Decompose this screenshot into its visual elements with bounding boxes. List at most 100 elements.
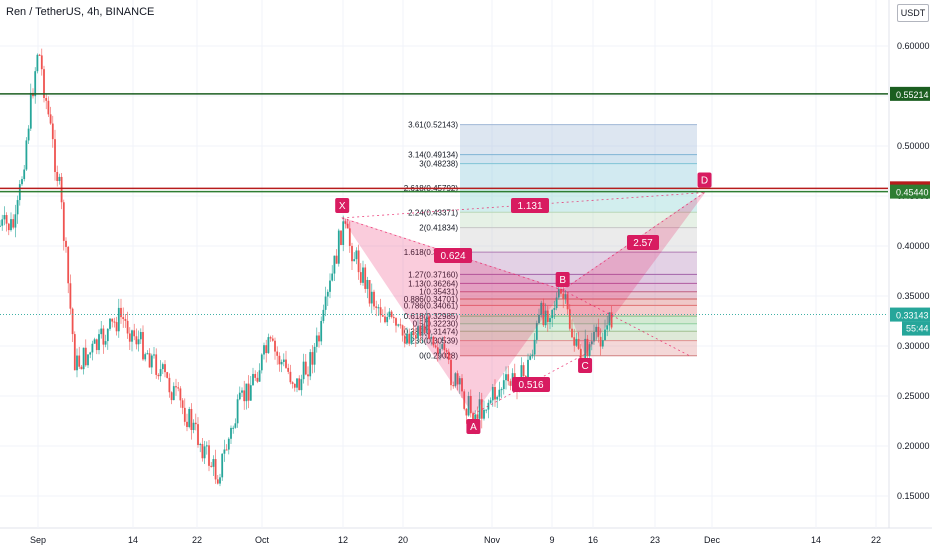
candle-body: [177, 387, 180, 389]
pattern-ratio-label: 1.131: [517, 201, 542, 212]
candle-body: [599, 336, 602, 347]
candle-body: [197, 424, 199, 445]
fib-band: [460, 252, 697, 275]
candle-body: [124, 319, 127, 321]
x-tick-label: Dec: [704, 535, 721, 545]
pattern-ratio-label-bg: [512, 377, 550, 392]
candle-body: [320, 320, 323, 342]
fib-band: [460, 163, 697, 189]
candle-body: [91, 343, 94, 353]
candle-body: [159, 369, 162, 377]
candle-body: [384, 316, 386, 323]
candle-body: [58, 176, 61, 182]
candle-body: [456, 373, 459, 385]
x-tick-label: 14: [128, 535, 138, 545]
price-tag: [890, 86, 930, 101]
candle-body: [192, 422, 195, 430]
candle-body: [45, 98, 48, 101]
candle-body: [126, 320, 129, 334]
candle-body: [439, 348, 441, 354]
candle-body: [551, 309, 554, 319]
candle-body: [78, 355, 81, 367]
candle-body: [80, 366, 83, 370]
candle-body: [357, 250, 360, 273]
fib-label: 3.61(0.52143): [408, 121, 458, 130]
currency-badge[interactable]: USDT: [897, 4, 929, 22]
candle-body: [29, 92, 32, 129]
pattern-ratio-label-bg: [511, 198, 549, 213]
projection-line: [562, 289, 691, 357]
candle-body: [238, 392, 241, 400]
candle-body: [135, 336, 138, 345]
candle-body: [441, 344, 444, 349]
candle-body: [344, 221, 347, 224]
candle-body: [513, 373, 516, 380]
candle-body: [36, 54, 39, 72]
candle-body: [538, 314, 540, 324]
candle-body: [390, 311, 393, 318]
candle-body: [0, 225, 1, 227]
candle-body: [120, 307, 122, 318]
candle-body: [311, 352, 314, 365]
candle-body: [216, 479, 219, 484]
fib-label: 1.27(0.37160): [408, 270, 458, 279]
candle-body: [579, 348, 582, 360]
candle-body: [144, 354, 147, 360]
candle-body: [397, 324, 400, 326]
candle-body: [205, 445, 208, 447]
candle-body: [469, 395, 472, 414]
candle-body: [386, 316, 389, 323]
candle-body: [111, 318, 114, 322]
fib-band: [460, 154, 697, 164]
candle-body: [188, 408, 191, 428]
ratio-line-ac: [473, 353, 586, 415]
candle-body: [201, 444, 204, 459]
candle-body: [417, 326, 419, 339]
candle-body: [258, 370, 261, 382]
candle-body: [588, 344, 591, 356]
candle-body: [175, 386, 177, 388]
candle-body: [260, 354, 263, 371]
price-tag-label: 0.45440: [896, 188, 929, 198]
candle-body: [388, 311, 391, 317]
candle-body: [557, 289, 560, 298]
candle-body: [267, 337, 270, 354]
candle-body: [236, 399, 239, 424]
candle-body: [395, 318, 397, 326]
symbol-title[interactable]: Ren / TetherUS, 4h, BINANCE: [6, 6, 155, 18]
candle-body: [546, 310, 549, 322]
candle-body: [610, 312, 613, 328]
pattern-point-label-bg: [466, 419, 481, 434]
candle-body: [133, 330, 136, 337]
candle-body: [467, 395, 470, 416]
candle-body: [300, 379, 303, 391]
candle-body: [208, 445, 210, 466]
y-tick-label: 0.20000: [897, 441, 930, 451]
candle-body: [335, 255, 338, 264]
candle-body: [183, 407, 186, 422]
candle-body: [527, 359, 529, 381]
candle-body: [542, 302, 545, 326]
candle-body: [566, 294, 569, 310]
x-tick-label: 12: [338, 535, 348, 545]
fib-label: 0(0.29028): [419, 352, 458, 361]
candle-body: [95, 339, 98, 351]
candle-body: [604, 329, 606, 341]
candle-body: [234, 423, 237, 428]
candle-body: [117, 307, 120, 332]
candle-body: [199, 444, 202, 446]
y-tick-label: 0.60000: [897, 41, 930, 51]
candle-body: [67, 246, 70, 284]
candle-body: [87, 354, 89, 366]
price-tag-label: 0.55214: [896, 90, 929, 100]
candle-body: [285, 359, 287, 368]
candle-body: [377, 307, 380, 309]
candle-body: [265, 345, 268, 354]
candle-body: [608, 312, 611, 326]
candle-body: [227, 438, 230, 450]
candle-body: [203, 446, 206, 459]
candle-body: [458, 378, 461, 385]
candle-body: [476, 414, 479, 419]
